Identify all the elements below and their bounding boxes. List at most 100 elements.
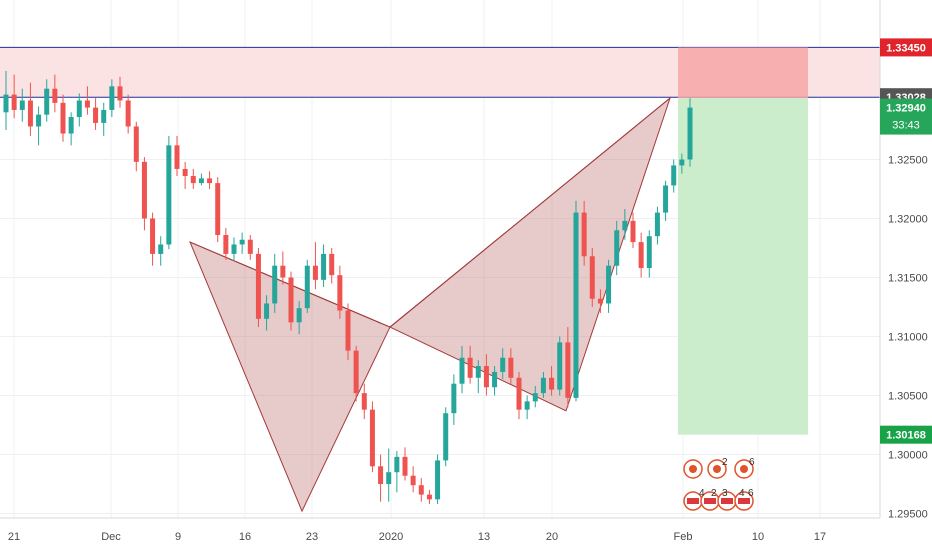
event-count: 6 <box>749 457 755 468</box>
candle-body <box>402 456 408 476</box>
x-tick-label: 21 <box>8 531 20 543</box>
candle-body <box>459 357 465 384</box>
candle-body <box>247 239 253 254</box>
candle-body <box>117 86 123 101</box>
candle-body <box>622 220 628 231</box>
candle-body <box>304 265 310 309</box>
candle-body <box>394 456 400 473</box>
candle-body <box>321 253 327 280</box>
candle-body <box>581 212 587 257</box>
x-tick-label: 10 <box>752 531 764 543</box>
candle-body <box>231 244 237 254</box>
candle-body <box>671 165 677 186</box>
candle-body <box>565 342 571 398</box>
candle-body <box>418 485 424 495</box>
candle-body <box>361 393 367 410</box>
candle-body <box>76 100 82 118</box>
candle-body <box>280 265 286 278</box>
candle-body <box>378 466 384 484</box>
price-label-box <box>880 425 932 444</box>
candle-body <box>36 114 42 127</box>
candle-body <box>60 102 66 134</box>
candle-body <box>264 303 270 319</box>
price-label-box <box>880 98 932 135</box>
candle-body <box>492 371 498 388</box>
candle-body <box>207 178 213 184</box>
flag-stripe-icon <box>704 498 716 504</box>
candle-body <box>630 220 636 243</box>
candle-body <box>288 277 294 323</box>
candle-body <box>296 308 302 323</box>
candle-body <box>353 350 359 394</box>
take-profit-box <box>678 98 808 435</box>
flag-stripe-icon <box>738 498 750 504</box>
candle-body <box>133 126 139 162</box>
price-label: 1.32940 <box>886 103 926 115</box>
candle-body <box>597 298 603 304</box>
event-count: 2 <box>722 457 728 468</box>
stop-loss-box <box>678 47 808 99</box>
candle-body <box>329 253 335 276</box>
candle-body <box>68 117 74 134</box>
candle-body <box>150 218 156 254</box>
candle-body <box>182 168 188 177</box>
candle-body <box>614 230 620 266</box>
candle-body <box>11 94 17 110</box>
candle-body <box>312 265 318 280</box>
candle-body <box>654 212 660 237</box>
candle-body <box>549 377 555 390</box>
candle-body <box>19 100 25 110</box>
candle-body <box>337 275 343 311</box>
candle-body <box>255 253 261 319</box>
x-tick-label: 13 <box>478 531 490 543</box>
candle-body <box>443 413 449 461</box>
price-label: 1.30168 <box>886 430 926 442</box>
candle-body <box>93 107 99 123</box>
candle-body <box>101 109 107 123</box>
candle-body <box>410 475 416 486</box>
y-tick-label: 1.29500 <box>888 509 928 521</box>
candle-body <box>508 357 514 378</box>
candle-body <box>663 185 669 213</box>
candle-body <box>483 366 489 388</box>
x-tick-label: Feb <box>674 531 693 543</box>
candle-body <box>3 94 9 113</box>
event-count: 2 <box>711 488 717 499</box>
flag-dot-icon <box>713 465 721 473</box>
event-count: 4 <box>739 488 745 499</box>
candle-body <box>125 100 131 127</box>
y-tick-label: 1.31000 <box>888 332 928 344</box>
candle-body <box>540 377 546 394</box>
y-tick-label: 1.32000 <box>888 214 928 226</box>
y-tick-label: 1.30000 <box>888 450 928 462</box>
event-count: 3 <box>722 488 728 499</box>
event-count: 6 <box>748 488 754 499</box>
candle-body <box>467 357 473 378</box>
candle-body <box>345 310 351 351</box>
candle-body <box>27 100 33 127</box>
candle-body <box>44 88 50 115</box>
candle-body <box>646 236 652 269</box>
x-tick-label: 23 <box>306 531 318 543</box>
x-tick-label: Dec <box>101 531 121 543</box>
candle-body <box>532 393 538 402</box>
candle-body <box>426 494 432 500</box>
candle-body <box>386 472 392 484</box>
price-label: 1.33450 <box>886 42 926 54</box>
candle-body <box>158 244 164 254</box>
candle-body <box>516 377 522 410</box>
candle-body <box>52 88 58 103</box>
price-label-box <box>880 38 932 57</box>
flag-stripe-icon <box>721 498 733 504</box>
candle-body <box>215 183 221 236</box>
candle-body <box>573 212 579 398</box>
candle-body <box>606 265 612 304</box>
candle-body <box>638 242 644 269</box>
y-tick-label: 1.30500 <box>888 391 928 403</box>
candle-body <box>174 145 180 169</box>
flag-dot-icon <box>740 465 748 473</box>
candle-body <box>435 460 441 500</box>
candle-body <box>190 176 196 184</box>
